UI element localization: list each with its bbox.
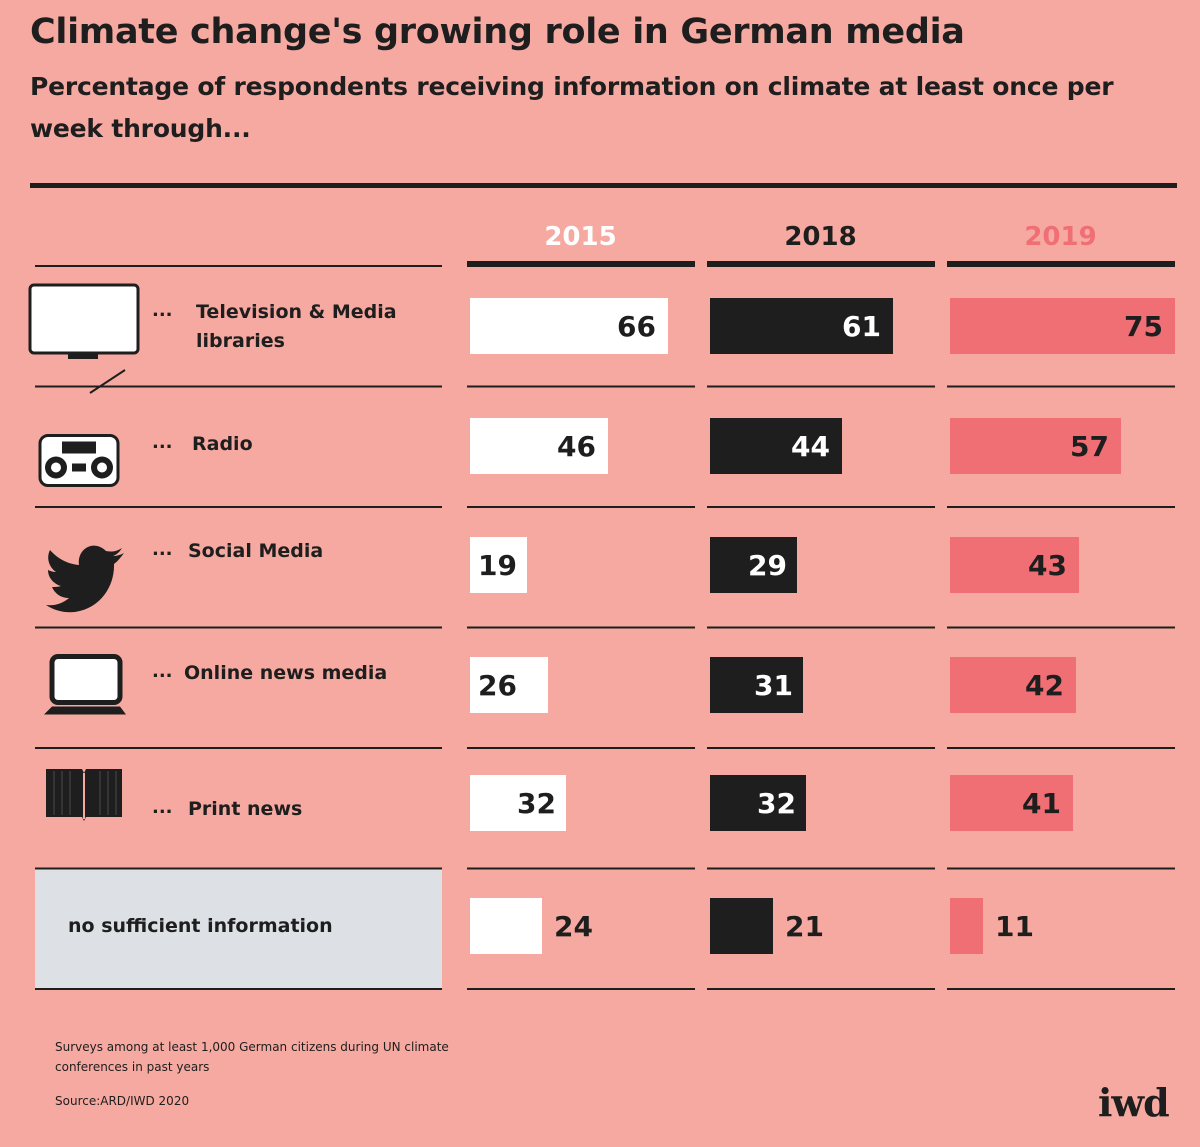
column-header-rule: [707, 261, 935, 266]
bar-2015-2: [470, 537, 527, 593]
value-label-2015-4: 32: [517, 787, 556, 820]
category-label: Radio: [192, 433, 253, 455]
row-divider: [467, 265, 695, 267]
row-divider: [707, 506, 935, 508]
row-divider: [467, 506, 695, 508]
column-header-2015: 2015: [544, 222, 616, 252]
row-divider: [35, 385, 442, 388]
row-divider: [707, 626, 935, 629]
bar-2019-3: [950, 657, 1076, 713]
bar-2018-3: [710, 657, 803, 713]
row-divider: [947, 385, 1175, 388]
row-divider: [947, 747, 1175, 749]
bar-2019-5: [950, 898, 983, 954]
bar-2019-0: [950, 298, 1175, 354]
category-label: Online news media: [184, 662, 387, 684]
row-divider: [707, 747, 935, 749]
leader-dots: ...: [152, 432, 173, 453]
chart-title: Climate change's growing role in German …: [30, 12, 965, 52]
bar-2019-4: [950, 775, 1073, 831]
value-label-2018-4: 32: [757, 787, 796, 820]
chart-subtitle: Percentage of respondents receiving info…: [30, 72, 1114, 143]
row-divider: [467, 747, 695, 749]
bar-2019-2: [950, 537, 1079, 593]
twitter-bird-icon: [46, 545, 124, 613]
row-divider: [947, 626, 1175, 629]
category-label: Print news: [188, 798, 302, 820]
value-label-2019-0: 75: [1124, 310, 1163, 343]
row-divider: [947, 506, 1175, 508]
row-divider: [467, 626, 695, 629]
row-divider: [35, 506, 442, 508]
value-label-2019-2: 43: [1028, 549, 1067, 582]
value-label-2015-3: 26: [478, 669, 517, 702]
laptop-icon: [44, 654, 126, 715]
column-header-rule: [947, 261, 1175, 266]
category-label: Television & Media libraries: [196, 301, 397, 352]
value-label-2018-0: 61: [842, 310, 881, 343]
bar-2015-0: [470, 298, 668, 354]
bar-2018-0: [710, 298, 893, 354]
column-header-2018: 2018: [784, 222, 856, 252]
value-label-2015-0: 66: [617, 310, 656, 343]
bar-2015-1: [470, 418, 608, 474]
radio-icon: [38, 434, 120, 487]
value-label-2018-5: 21: [785, 910, 824, 943]
value-label-2015-5: 24: [554, 910, 593, 943]
book-icon: [46, 769, 122, 821]
television-icon: [28, 283, 140, 394]
bar-2015-5: [470, 898, 542, 954]
bar-2018-1: [710, 418, 842, 474]
bar-2019-1: [950, 418, 1121, 474]
value-label-2018-2: 29: [748, 549, 787, 582]
row-divider: [947, 265, 1175, 267]
iwd-logo: iwd: [1098, 1080, 1170, 1125]
bar-2018-4: [710, 775, 806, 831]
row-divider: [707, 265, 935, 267]
leader-dots: ...: [152, 797, 173, 818]
column-header-2019: 2019: [1024, 222, 1096, 252]
row-divider: [707, 988, 935, 990]
row-divider: [35, 626, 442, 629]
category-label: Social Media: [188, 540, 323, 562]
row-divider: [35, 867, 442, 870]
row-divider: [707, 867, 935, 870]
bar-2018-2: [710, 537, 797, 593]
footnote: Surveys among at least 1,000 German citi…: [55, 1040, 449, 1074]
value-label-2015-1: 46: [557, 430, 596, 463]
value-label-2018-3: 31: [754, 669, 793, 702]
value-label-2019-5: 11: [995, 910, 1034, 943]
top-divider: [30, 183, 1177, 188]
value-label-2019-3: 42: [1025, 669, 1064, 702]
row-divider: [947, 988, 1175, 990]
value-label-2015-2: 19: [478, 549, 517, 582]
bar-2015-3: [470, 657, 548, 713]
row-divider: [35, 988, 442, 990]
leader-dots: ...: [152, 661, 173, 682]
row-divider: [707, 385, 935, 388]
value-label-2018-1: 44: [791, 430, 830, 463]
bar-2018-5: [710, 898, 773, 954]
row-divider: [467, 385, 695, 388]
source-note: Source:ARD/IWD 2020: [55, 1094, 190, 1108]
column-header-rule: [467, 261, 695, 266]
row-divider: [467, 988, 695, 990]
bar-2015-4: [470, 775, 566, 831]
value-label-2019-1: 57: [1070, 430, 1109, 463]
row-divider: [947, 867, 1175, 870]
no-info-row-background: [35, 868, 442, 989]
leader-dots: ...: [152, 539, 173, 560]
row-divider: [467, 867, 695, 870]
row-divider: [35, 747, 442, 749]
leader-dots: ...: [152, 300, 173, 321]
row-divider: [35, 265, 442, 267]
value-label-2019-4: 41: [1022, 787, 1061, 820]
category-label: no sufficient information: [68, 915, 333, 937]
